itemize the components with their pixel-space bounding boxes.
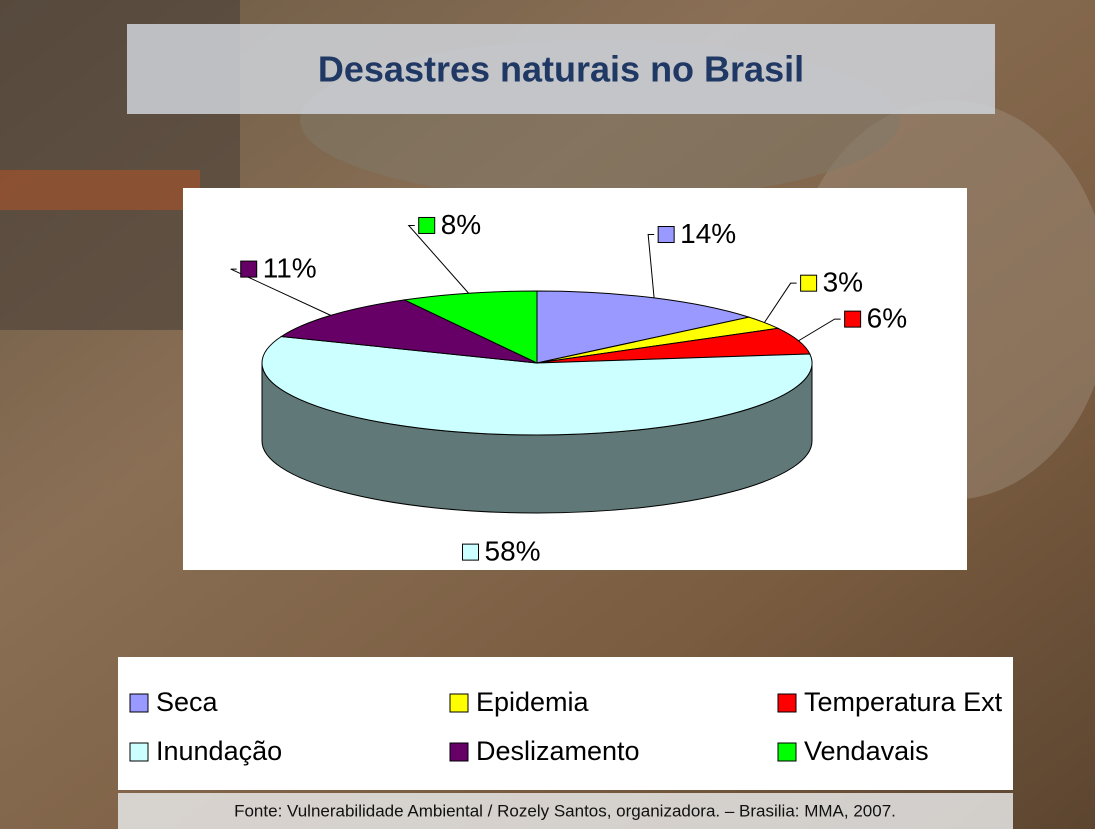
data-label: 8% [441,209,481,240]
legend-label: Seca [156,687,219,717]
data-label: 58% [485,536,541,567]
data-label: 3% [823,267,863,298]
label-swatch [463,544,479,560]
label-swatch [801,275,817,291]
legend-swatch [778,743,796,761]
data-label: 6% [867,303,907,334]
legend-swatch [450,694,468,712]
label-swatch [845,311,861,327]
label-swatch [658,227,674,243]
data-label: 11% [263,252,317,283]
source: Fonte: Vulnerabilidade Ambiental / Rozel… [234,801,896,820]
legend-label: Inundação [156,736,282,766]
data-label: 14% [680,218,736,249]
legend-label: Epidemia [476,687,590,717]
legend-label: Vendavais [804,736,929,766]
legend-swatch [130,694,148,712]
legend-label: Deslizamento [476,736,640,766]
legend-swatch [130,743,148,761]
label-swatch [419,217,435,233]
legend-swatch [778,694,796,712]
slide: Desastres naturais no Brasil 14% 3%6% 58% 1… [0,0,1095,829]
legend-swatch [450,743,468,761]
background-roof [0,170,200,210]
chart-title: Desastres naturais no Brasil [318,49,804,90]
label-swatch [241,261,257,277]
legend-label: Temperatura Ext [804,687,1003,717]
legend [118,657,1013,790]
